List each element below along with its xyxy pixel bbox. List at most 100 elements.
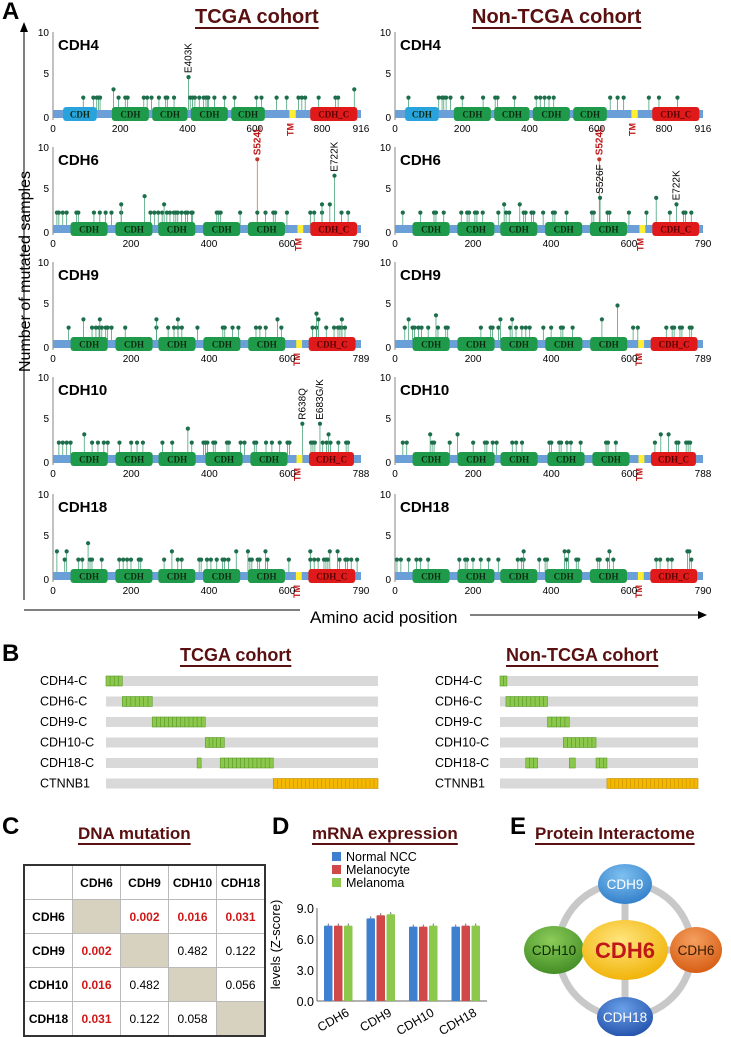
lollipop-head [498,317,503,322]
tm-domain [631,110,638,118]
lollipop-head [448,95,453,100]
y-axis-arrowhead [20,22,28,32]
lollipop-head [478,325,483,330]
x-tick-label: 788 [695,469,712,480]
lollipop-head [284,95,289,100]
lollipop-head [431,440,437,445]
y-tick-label: 10 [380,373,392,384]
lollipop-panel-cdh10-nontcga: 0 5 10 CDH10 CDH CDH CDH CDH CDH CDH_C TM 0 200 400 60… [380,373,712,481]
lollipop-head [664,325,669,330]
y-tick-label: 9.0 [297,902,314,916]
panel-c-letter: C [2,813,20,840]
row-label: CDH9-C [40,715,87,729]
row-track [106,737,378,748]
lollipop-head [339,317,344,322]
legend-swatch [332,878,341,887]
domain-label: CDH [421,340,441,350]
lollipop-head [124,557,130,562]
y-tick-label: 5 [43,69,49,80]
lollipop-head [179,557,184,562]
domain-label: CDH [541,110,561,120]
lollipop-head [546,95,552,100]
tm-label: TM [628,123,638,136]
y-tick-label: 5 [43,184,49,195]
lollipop-head [508,325,513,330]
tm-domain [638,340,645,348]
bar-cdh6-melanoma [344,925,353,1001]
lollipop-head [346,440,351,445]
table-row: CDH10 0.016 0.482 0.056 [23,967,266,1002]
panel-a-letter: A [2,0,20,25]
cooccurrence-panel-tcga: CDH4-C CDH6-C CDH9-C CDH10-C CDH18-C CTNNB1 [40,674,379,790]
lollipop-head [284,210,290,215]
tm-label: TM [292,353,302,366]
mutation-segment [122,696,153,707]
lollipop-head [646,95,651,100]
domain-label: CDH [421,572,441,582]
pvalue-cell: 0.016 [72,967,121,1002]
lollipop-head [230,325,235,330]
lollipop-head [400,440,405,445]
bar-cdh9-normal-ncc [366,918,375,1001]
diagonal-cell [120,933,169,968]
x-axis-label: Amino acid position [310,608,457,627]
diagonal-cell [168,967,217,1002]
tm-label: TM [293,238,303,251]
lollipop-head [320,440,325,445]
row-header: CDH10 [23,967,73,1002]
lollipop-head [611,557,616,562]
gene-name: CDH18 [400,499,449,516]
lollipop-head [255,157,260,162]
domain-label: CDH [199,110,219,120]
x-tick-label: 0 [50,469,56,480]
lollipop-head [275,317,280,322]
pvalue-cell: 0.056 [216,967,266,1002]
lollipop-head [109,325,114,330]
y-tick-label: 5 [385,69,391,80]
lollipop-head [687,549,692,554]
lollipop-head [514,440,519,445]
tm-domain [296,455,303,463]
lollipop-head [119,202,124,207]
y-tick-label: 5 [43,299,49,310]
lollipop-head [349,557,354,562]
lollipop-head [551,95,556,100]
lollipop-head [123,325,128,330]
lollipop-head [490,325,495,330]
lollipop-head [249,557,254,562]
lollipop-head [82,432,87,437]
y-tick-label: 0 [385,343,391,354]
domain-label: CDH [509,225,529,235]
lollipop-head [672,325,677,330]
lollipop-head [148,210,153,215]
lollipop-head [205,440,210,445]
domain-label: CDH [257,340,277,350]
lollipop-head [635,325,640,330]
lollipop-head [149,95,154,100]
pvalue-cell: 0.122 [120,1001,169,1037]
lollipop-head [171,325,177,330]
y-tick-label: 10 [380,490,392,501]
lollipop-head [138,557,143,562]
lollipop-head [99,557,104,562]
lollipop-panel-cdh10-tcga: 0 5 10 CDH10 CDH CDH CDH CDH CDH CDH_C TM 0 200 400 60… [38,373,370,481]
lollipop-head [141,95,146,100]
panel-c-title: DNA mutation [78,824,191,843]
bar-cdh18-normal-ncc [451,926,460,1001]
domain-cdh [247,569,285,583]
lollipop-head [76,557,81,562]
domain-cdh [589,569,627,583]
lollipop-head [316,317,321,322]
lollipop-head [689,557,694,562]
lollipop-head [426,557,431,562]
domain-label: CDH_C [658,455,689,465]
lollipop-head [507,210,512,215]
lollipop-head [480,210,485,215]
panel-d-title: mRNA expression [312,824,458,843]
lollipop-head [402,325,407,330]
lollipop-head [490,440,495,445]
lollipop-head [419,325,424,330]
lollipop-head [195,325,200,330]
domain-cdh [63,107,97,121]
domain-cdh [158,569,196,583]
